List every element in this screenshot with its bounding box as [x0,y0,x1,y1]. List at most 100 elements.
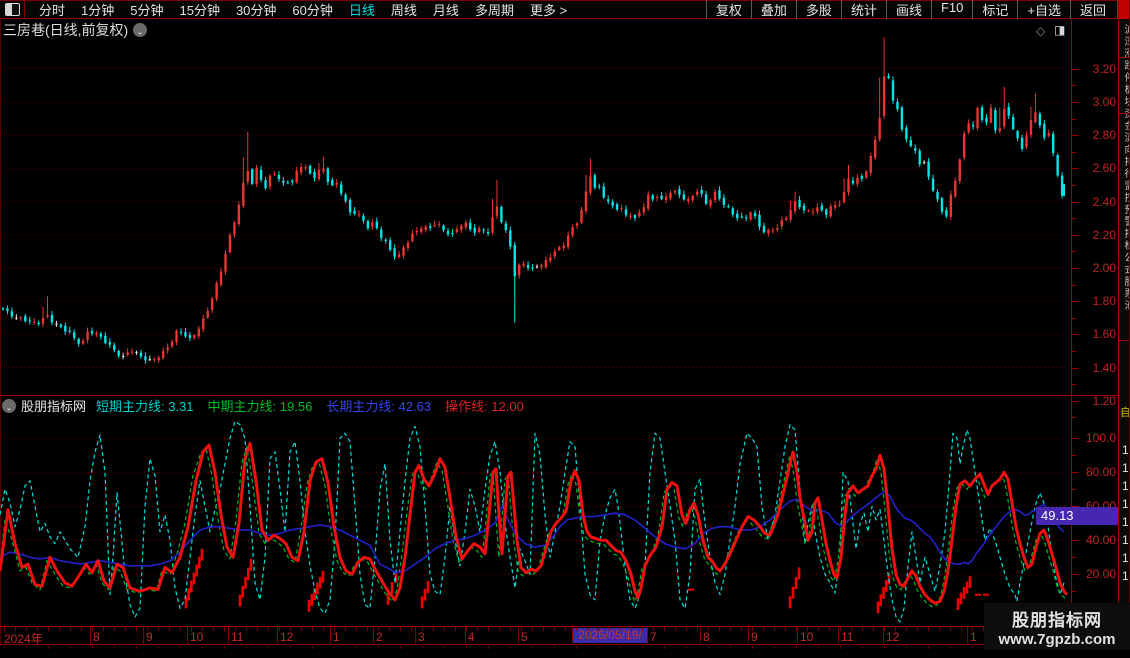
price-axis-label: 1.40 [1092,360,1116,375]
month-label: 11 [231,630,244,644]
month-separator [572,627,573,645]
tab-60分钟[interactable]: 60分钟 [292,3,333,18]
month-label: 11 [841,630,854,644]
month-label: 7 [650,630,657,644]
price-axis-label: 2.40 [1092,194,1116,209]
month-separator [518,627,519,645]
watermark: 股朋指标网 www.7gpzb.com [984,603,1130,650]
window-border-left [0,0,1,650]
month-label: 8 [703,630,710,644]
tab-月线[interactable]: 月线 [432,3,459,18]
button-标记[interactable]: 标记 [972,0,1017,19]
month-separator [967,627,968,645]
tab-1分钟[interactable]: 1分钟 [81,3,115,18]
strip-count: 1 [1122,533,1129,547]
period-menu: 分时 1分钟 5分钟 15分钟 30分钟 60分钟 日线 周线 月线 多周期 更多 > [31,0,575,19]
button-多股[interactable]: 多股 [795,0,841,19]
month-label: 10 [190,630,204,644]
month-label: 1 [970,630,977,644]
price-axis-label: 3.00 [1092,94,1116,109]
price-axis-label: 2.00 [1092,260,1116,275]
page-title: 三房巷(日线,前复权) [3,21,129,38]
window-layout-icon[interactable] [5,3,20,16]
month-label: 9 [751,630,758,644]
strip-count: 1 [1122,515,1129,529]
month-label: 10 [800,630,814,644]
tab-15分钟[interactable]: 15分钟 [179,3,220,18]
month-separator [838,627,839,645]
legend-item: 中期主力线: 19.56 [207,398,313,414]
month-label: 9 [146,630,153,644]
value-axis-label: 40.00 [1085,533,1116,548]
price-axis-label: 2.20 [1092,227,1116,242]
legend-item: 操作线: 12.00 [445,398,524,414]
month-separator [647,627,648,645]
month-label: 12 [886,630,900,644]
tab-多周期[interactable]: 多周期 [474,3,514,18]
tab-更多 >[interactable]: 更多 > [529,3,568,18]
value-axis-label: 20.00 [1085,567,1116,582]
month-separator [748,627,749,645]
side-panel-strip[interactable]: 沪深涨跌停板块资金流向排行监控预警指标公式股票池 自 1 1 1 1 1 1 1 1 [1118,0,1130,650]
price-axis-label: 1.20 [1092,393,1116,408]
button-+自选[interactable]: +自选 [1017,0,1070,19]
month-separator [415,627,416,645]
month-label: 4 [468,630,475,644]
indicator-chart[interactable] [0,416,1070,625]
month-separator [228,627,229,645]
legend-item: 短期主力线: 3.31 [96,398,194,414]
price-axis-label: 2.80 [1092,128,1116,143]
value-axis-label: 80.00 [1085,465,1116,480]
date-axis[interactable]: 2025/05/19/一 2024年 8 9 10 11 12 1 2 3 4 5 7 8 9 10 11 12… [0,627,1118,657]
month-separator [90,627,91,645]
toolbar-divider [24,1,25,18]
button-叠加[interactable]: 叠加 [750,0,796,19]
tab-日线[interactable]: 日线 [348,3,375,18]
diamond-icon[interactable]: ◇ [1036,24,1046,38]
month-label: 8 [93,630,100,644]
watermark-site-name: 股朋指标网 [1012,610,1102,630]
strip-count: 1 [1122,551,1129,565]
month-separator [700,627,701,645]
strip-count: 1 [1122,443,1129,457]
axis-divider [0,626,1118,627]
month-label: 3 [418,630,425,644]
button-画线[interactable]: 画线 [885,0,931,19]
indicator-legend: 短期主力线: 3.31 中期主力线: 19.56 长期主力线: 42.63 操作线: … [96,396,538,416]
button-复权[interactable]: 复权 [705,0,751,19]
value-axis-label: 100.0 [1085,431,1116,446]
strip-count: 1 [1122,461,1129,475]
tab-5分钟[interactable]: 5分钟 [130,3,164,18]
top-toolbar: 分时 1分钟 5分钟 15分钟 30分钟 60分钟 日线 周线 月线 多周期 更多 > 复权 叠加 多股… [0,0,1130,19]
strip-header [1119,0,1130,19]
strip-count: 1 [1122,479,1129,493]
price-axis-label: 1.80 [1092,294,1116,309]
month-label: 5 [521,630,528,644]
month-label: 2 [376,630,383,644]
button-返回[interactable]: 返回 [1069,0,1115,19]
tab-30分钟[interactable]: 30分钟 [235,3,277,18]
strip-count: 1 [1122,569,1129,583]
button-F10[interactable]: F10 [930,0,972,19]
chevron-down-icon[interactable]: ˬ [133,22,148,37]
month-label: 1 [333,630,340,644]
panel-divider [0,395,1118,396]
candlestick-chart[interactable] [0,20,1070,395]
price-axis-label: 2.60 [1092,161,1116,176]
panel-split-icon[interactable]: ◨ [1054,23,1066,37]
button-统计[interactable]: 统计 [840,0,886,19]
selected-date-badge: 2025/05/19/一 [573,628,647,657]
price-axis: 3.20 3.00 2.80 2.60 2.40 2.20 2.00 1.80 1.60 1.40… [1071,19,1117,645]
month-separator [465,627,466,645]
collapse-icon[interactable]: ˬ [2,398,16,413]
tab-周线[interactable]: 周线 [390,3,417,18]
price-axis-label: 3.20 [1092,61,1116,76]
month-separator [883,627,884,645]
tab-分时[interactable]: 分时 [39,3,66,18]
legend-item: 长期主力线: 42.63 [326,398,432,414]
last-price-tick [1062,184,1065,196]
bottom-strip [0,646,1118,650]
month-separator [330,627,331,645]
price-axis-label: 1.60 [1092,327,1116,342]
month-separator [187,627,188,645]
